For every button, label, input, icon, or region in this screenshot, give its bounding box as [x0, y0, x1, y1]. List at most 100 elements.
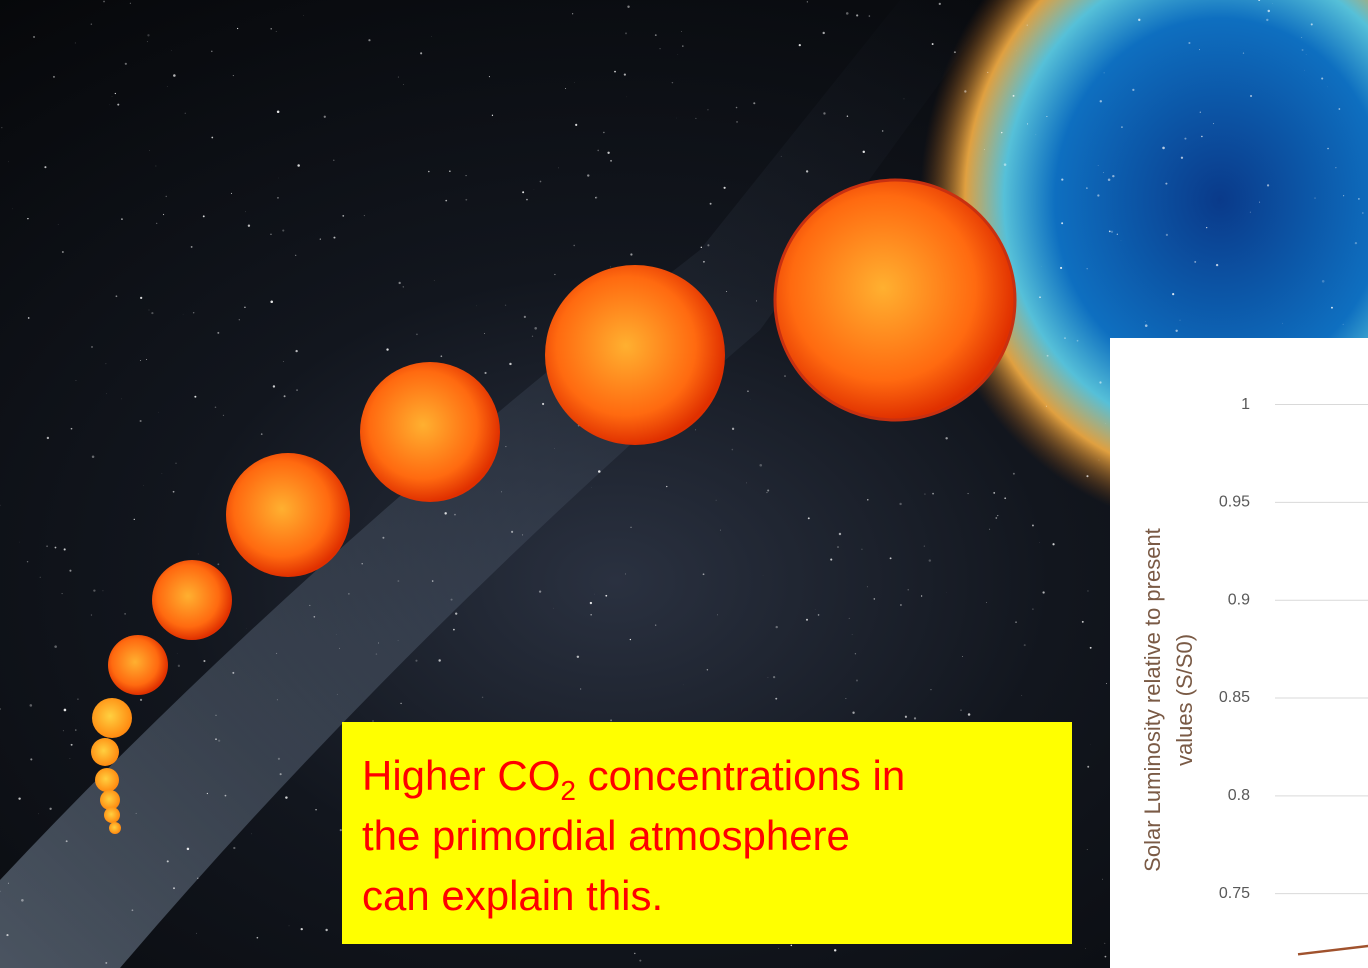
star — [903, 98, 905, 100]
star — [186, 847, 190, 851]
star — [211, 50, 213, 53]
star — [54, 546, 57, 549]
star — [1032, 608, 1034, 610]
star — [184, 112, 186, 114]
star — [1076, 339, 1079, 342]
star — [1165, 233, 1169, 237]
star — [1039, 296, 1041, 299]
star — [1104, 955, 1107, 958]
star — [342, 215, 345, 217]
star — [450, 598, 453, 601]
star — [924, 493, 926, 495]
star — [155, 165, 157, 167]
star — [624, 573, 626, 575]
star — [702, 573, 705, 576]
star — [1304, 69, 1306, 71]
text-line: the primordial atmosphere — [362, 812, 850, 859]
star — [175, 462, 177, 464]
star — [148, 309, 150, 311]
star — [838, 532, 842, 536]
star — [270, 28, 272, 30]
star — [1242, 52, 1245, 54]
star — [964, 90, 967, 93]
star — [625, 32, 627, 35]
star — [172, 490, 175, 493]
star — [659, 48, 661, 50]
star — [277, 757, 281, 760]
star — [62, 730, 64, 732]
star — [1046, 116, 1048, 118]
star — [1305, 54, 1307, 55]
star — [767, 489, 770, 492]
star — [325, 928, 328, 932]
star — [775, 625, 778, 629]
star — [759, 463, 763, 467]
star — [997, 515, 999, 517]
star — [69, 569, 72, 572]
star — [798, 44, 801, 47]
star — [39, 576, 41, 578]
star — [1046, 354, 1049, 357]
star — [806, 1, 808, 3]
star — [1138, 18, 1141, 22]
star — [140, 296, 143, 300]
star — [1215, 263, 1219, 267]
star — [105, 961, 108, 964]
star — [465, 198, 468, 201]
star — [361, 563, 363, 565]
star — [402, 286, 404, 288]
star — [309, 604, 311, 606]
star — [173, 887, 175, 890]
star — [1144, 324, 1148, 327]
star — [784, 375, 786, 377]
star — [597, 149, 599, 152]
star — [1012, 472, 1015, 475]
star — [726, 290, 728, 293]
star — [595, 197, 597, 199]
sun — [104, 807, 120, 823]
star — [931, 43, 934, 46]
star — [283, 395, 286, 398]
star — [694, 429, 697, 431]
star — [1107, 178, 1111, 182]
star — [279, 773, 282, 776]
y-axis-label: values (S/S0) — [1172, 634, 1197, 766]
star — [147, 34, 150, 37]
star — [46, 436, 50, 440]
star — [70, 743, 73, 746]
star — [149, 149, 150, 151]
star — [1342, 323, 1344, 325]
star — [1199, 49, 1201, 51]
star — [202, 215, 205, 218]
star — [932, 492, 934, 495]
star — [630, 253, 633, 256]
star — [719, 529, 721, 531]
star — [767, 677, 769, 678]
star — [1106, 683, 1107, 684]
star — [1267, 9, 1271, 13]
star — [634, 952, 636, 955]
star — [491, 114, 494, 116]
star — [1081, 620, 1084, 623]
star — [630, 526, 632, 528]
star — [1266, 184, 1270, 187]
star — [805, 618, 808, 621]
star — [731, 448, 734, 451]
star — [960, 709, 962, 712]
star — [866, 586, 868, 588]
star — [124, 62, 127, 65]
star — [238, 319, 240, 321]
star — [861, 548, 863, 550]
star — [215, 714, 217, 716]
star — [945, 437, 948, 440]
star — [105, 363, 107, 365]
star — [610, 719, 613, 722]
star — [1045, 405, 1047, 407]
star — [335, 634, 337, 635]
star — [930, 688, 932, 691]
star — [139, 698, 143, 701]
star — [74, 42, 76, 44]
star — [1343, 195, 1345, 197]
star — [522, 191, 525, 194]
